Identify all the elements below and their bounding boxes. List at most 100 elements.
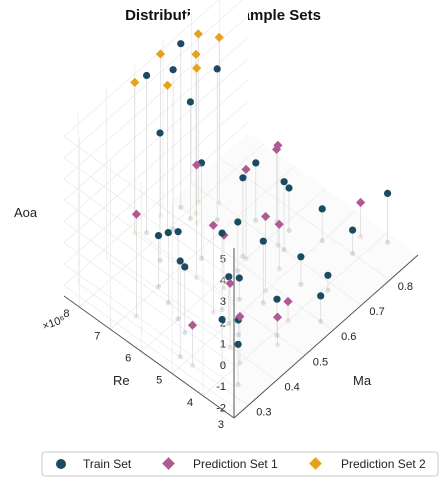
legend-item-prediction-2: Prediction Set 2 <box>309 457 426 471</box>
point-train-set <box>156 129 164 137</box>
floor-shadow-prediction-set-1 <box>189 362 196 369</box>
floor-shadow-prediction-set-1 <box>227 344 233 350</box>
point-prediction-set-1 <box>356 197 366 208</box>
floor-shadow-train-set <box>178 204 184 210</box>
y-tick-label: 3 <box>218 419 224 431</box>
point-train-set <box>213 65 221 73</box>
floor-shadow-prediction-set-1 <box>243 256 249 262</box>
point-train-set <box>143 71 151 80</box>
z-tick-label: 3 <box>220 296 226 308</box>
point-train-set <box>324 271 332 279</box>
data-points <box>130 29 392 348</box>
floor-shadow-train-set <box>144 230 150 236</box>
point-prediction-set-2 <box>130 77 140 87</box>
y-tick-label: 8 <box>63 308 69 320</box>
floor-shadow-train-set <box>214 217 220 223</box>
point-train-set <box>259 237 267 245</box>
point-prediction-set-2 <box>193 29 203 39</box>
point-train-set <box>280 178 288 186</box>
floor-shadow-train-set <box>170 226 176 232</box>
floor-shadow-prediction-set-2 <box>132 230 138 236</box>
point-prediction-set-1 <box>273 140 283 150</box>
legend-label-prediction-2: Prediction Set 2 <box>341 457 426 471</box>
point-train-set <box>317 292 325 300</box>
point-prediction-set-1 <box>241 164 251 174</box>
z-tick-label: 1 <box>220 339 226 351</box>
point-train-set <box>154 232 163 240</box>
point-prediction-set-1 <box>261 211 271 222</box>
floor-shadow-train-set <box>187 216 193 222</box>
legend-item-prediction-1: Prediction Set 1 <box>162 457 278 471</box>
floor-shadow-prediction-set-1 <box>263 288 269 294</box>
floor-shadow-train-set <box>155 284 162 290</box>
floor-shadow-prediction-set-1 <box>237 360 243 366</box>
floor-shadow-train-set <box>385 239 391 245</box>
grid-line-ma <box>190 13 362 306</box>
floor-shadow-train-set <box>182 330 188 336</box>
floor-shadow-train-set <box>260 300 266 306</box>
grid-line-aoa <box>63 122 249 408</box>
floor-shadow-train-set <box>319 238 325 244</box>
floor-shadow-train-set <box>286 227 292 234</box>
point-train-set <box>252 159 260 167</box>
grid-line-ma <box>219 0 390 281</box>
point-prediction-set-1 <box>192 160 202 170</box>
point-prediction-set-1 <box>274 219 284 229</box>
point-train-set <box>225 273 233 281</box>
floor-shadow-train-set <box>240 253 246 260</box>
point-prediction-set-2 <box>155 49 166 59</box>
point-prediction-set-1 <box>208 220 218 230</box>
y-tick-label: 5 <box>156 375 162 387</box>
y-tick-label: 4 <box>187 397 193 409</box>
x-tick-label: 0.6 <box>341 331 356 343</box>
point-train-set <box>177 40 185 48</box>
legend-marker-prediction-2 <box>309 457 322 470</box>
legend-label-train: Train Set <box>83 457 132 471</box>
point-prediction-set-2 <box>214 32 224 42</box>
point-prediction-set-2 <box>192 63 202 73</box>
point-train-set <box>273 295 281 303</box>
floor-shadow-train-set <box>157 257 163 264</box>
point-train-set <box>218 315 226 324</box>
tick-labels: 0.3 0.4 0.5 0.6 0.7 0.8 3 4 5 6 7 8 -2 -1 0 1 2 3 4 5 <box>63 254 413 431</box>
x-tick-label: 0.8 <box>398 281 413 293</box>
point-prediction-set-2 <box>191 49 201 59</box>
grid-line-aoa <box>63 0 243 281</box>
point-train-set <box>239 174 247 182</box>
floor-shadow-prediction-set-1 <box>210 309 216 315</box>
floor-shadow-train-set <box>274 332 280 338</box>
floor-shadow-prediction-set-1 <box>285 318 291 324</box>
grid-line-aoa <box>63 0 235 259</box>
point-train-set <box>176 257 184 265</box>
z-tick-label: -1 <box>216 381 226 393</box>
floor-shadow-prediction-set-1 <box>276 266 282 272</box>
axes <box>63 248 419 419</box>
floor-shadow-prediction-set-2 <box>194 220 200 226</box>
z-tick-label: -2 <box>216 402 226 414</box>
x-tick-label: 0.5 <box>313 356 328 368</box>
point-train-set <box>174 228 182 236</box>
point-prediction-set-1 <box>272 144 282 154</box>
grid-line-aoa <box>63 37 249 323</box>
grid-line-ma <box>106 88 277 381</box>
floor-shadow-prediction-set-2 <box>195 199 201 205</box>
point-train-set <box>218 229 226 237</box>
legend-box <box>41 451 439 477</box>
grid-line-ma <box>77 113 249 406</box>
floor-shadow-prediction-set-1 <box>194 275 200 281</box>
legend-item-train: Train Set <box>56 457 132 471</box>
point-train-set <box>285 184 293 192</box>
floor-shadow-train-set <box>226 320 232 327</box>
floor-shadow-train-set <box>253 217 259 223</box>
point-prediction-set-1 <box>225 278 235 288</box>
floor-shadow-prediction-set-2 <box>216 200 222 206</box>
floor-shadow-train-set <box>165 300 171 306</box>
legend-marker-train <box>56 459 66 469</box>
z-axis-label: Aoa <box>14 205 38 220</box>
point-prediction-set-2 <box>162 80 173 90</box>
floor-shadow-prediction-set-1 <box>275 242 281 248</box>
floor-shadow-train-set <box>325 287 331 293</box>
floor-shadow-train-set <box>236 296 242 302</box>
point-train-set <box>234 218 242 226</box>
